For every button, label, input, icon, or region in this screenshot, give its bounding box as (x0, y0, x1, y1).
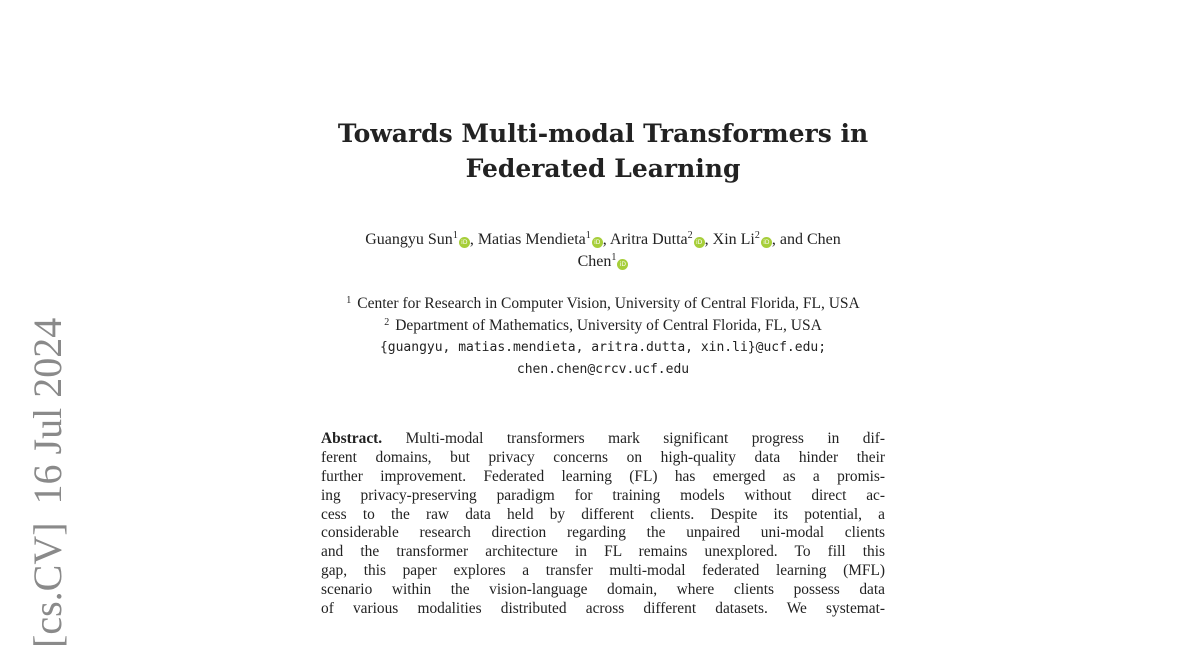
orcid-icon[interactable]: iD (591, 237, 603, 248)
affiliation: 2 Department of Mathematics, University o… (384, 317, 822, 334)
affiliation: 1 Center for Research in Computer Vision,… (346, 295, 860, 312)
abstract-line: cess to the raw data held by different c… (321, 505, 885, 523)
author-line: Guangyu Sun1iD, Matias Mendieta1iD, Arit… (365, 230, 841, 248)
author: Chen1iD (578, 253, 629, 270)
abstract-line: Abstract. Multi-modal transformers mark … (321, 430, 885, 447)
affiliations: 1 Center for Research in Computer Vision,… (0, 293, 1200, 381)
abstract-line: and the transformer architecture in FL r… (321, 543, 885, 561)
abstract-line: gap, this paper explores a transfer mult… (321, 562, 885, 580)
abstract-line: considerable research direction regardin… (321, 524, 885, 542)
abstract-line: ing privacy-preserving paradigm for trai… (321, 486, 885, 504)
abstract-line: of various modalities distributed across… (321, 600, 885, 618)
author: Matias Mendieta1iD (478, 231, 603, 248)
arxiv-category: [cs.CV] (25, 522, 70, 648)
abstract: Abstract. Multi-modal transformers mark … (321, 430, 885, 619)
abstract-line: scenario within the vision-language doma… (321, 581, 885, 599)
orcid-icon[interactable]: iD (617, 259, 629, 270)
email: chen.chen@crcv.ucf.edu (516, 362, 690, 377)
orcid-icon[interactable]: iD (760, 237, 772, 248)
paper-title: Towards Multi-modal Transformers in Fede… (0, 116, 1200, 186)
title-line: Federated Learning (465, 154, 741, 183)
author: Guangyu Sun1iD (365, 231, 470, 248)
author: Xin Li2iD (713, 231, 772, 248)
author-line: Chen1iD (0, 251, 1200, 273)
author-list: Guangyu Sun1iD, Matias Mendieta1iD, Arit… (0, 229, 1200, 273)
abstract-label: Abstract. (321, 430, 383, 447)
email: {guangyu, matias.mendieta, aritra.dutta,… (379, 340, 827, 355)
abstract-line: further improvement. Federated learning … (321, 467, 885, 485)
author: Aritra Dutta2iD (610, 231, 705, 248)
orcid-icon[interactable]: iD (458, 237, 470, 248)
title-line: Towards Multi-modal Transformers in (337, 119, 869, 148)
orcid-icon[interactable]: iD (693, 237, 705, 248)
abstract-line: ferent domains, but privacy concerns on … (321, 448, 885, 466)
